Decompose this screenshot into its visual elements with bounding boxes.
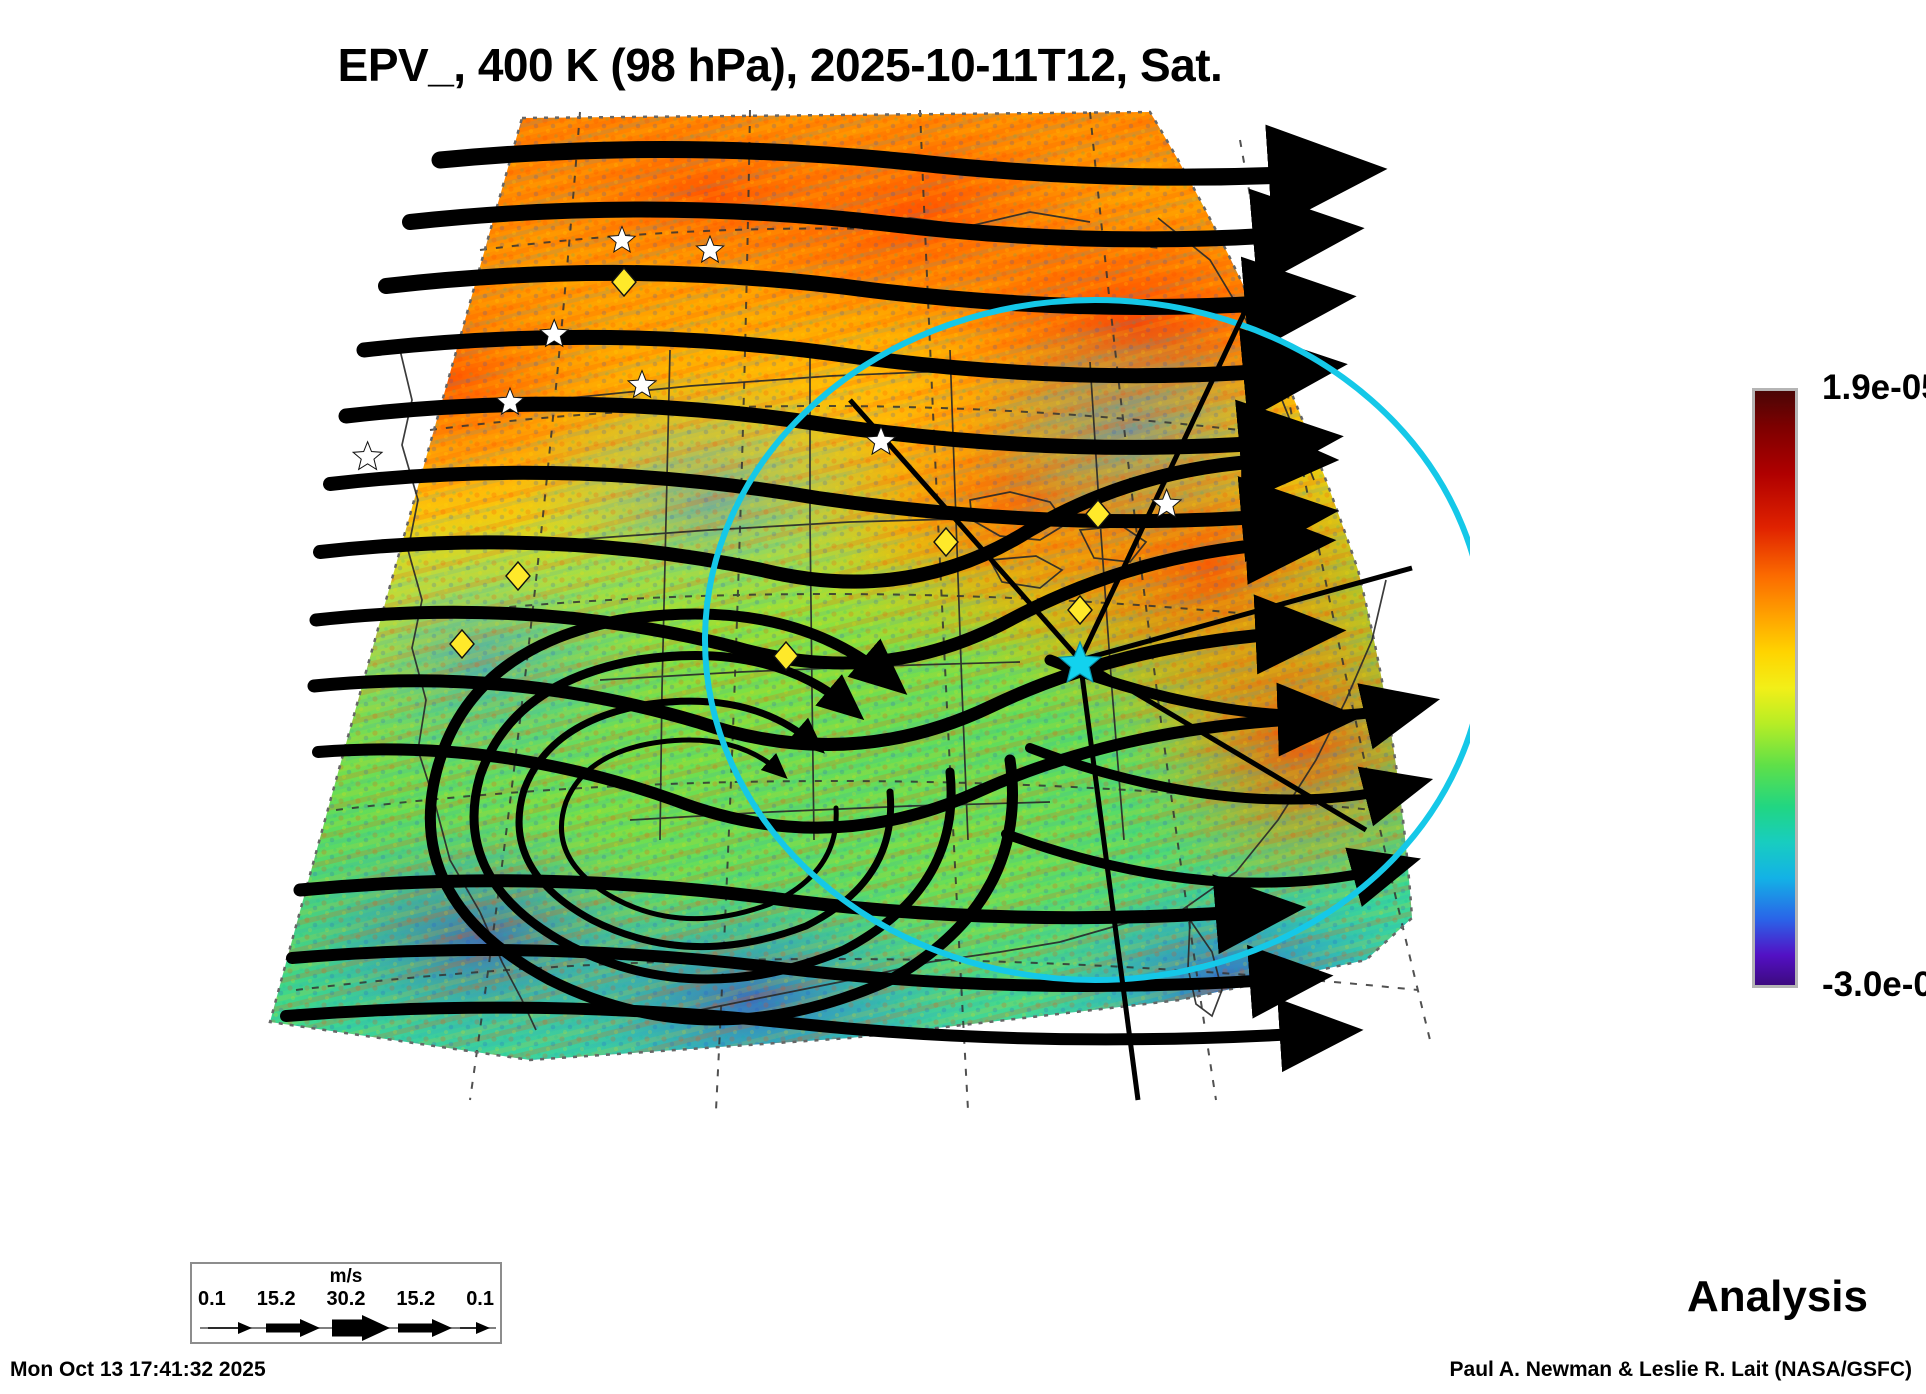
yellow-diamond-markers (449, 266, 1111, 672)
footer-timestamp: Mon Oct 13 17:41:32 2025 (10, 1358, 266, 1381)
wind-tick-3: 15.2 (396, 1288, 436, 1310)
epv-map-plot (268, 109, 1470, 1111)
map-domain-outline (268, 110, 1414, 1062)
page-title: EPV_, 400 K (98 hPa), 2025-10-11T12, Sat… (337, 39, 1223, 91)
colorbar-gradient (1752, 388, 1798, 988)
analysis-label: Analysis (1687, 1272, 1868, 1321)
wind-tick-4: 0.1 (466, 1288, 494, 1310)
wind-tick-1: 15.2 (256, 1288, 296, 1310)
colorbar-min-label: -3.0e-06 (1822, 965, 1926, 1004)
wind-speed-legend: m/s 0.1 15.2 30.2 15.2 0.1 (190, 1262, 502, 1344)
wind-legend-arrow-scale (200, 1315, 496, 1341)
footer-credit: Paul A. Newman & Leslie R. Lait (NASA/GS… (1449, 1358, 1912, 1381)
range-ring-circle (702, 297, 1470, 983)
wind-tick-0: 0.1 (198, 1288, 226, 1310)
cyan-star-center-marker (1057, 640, 1103, 684)
wind-legend-tick-labels: 0.1 15.2 30.2 15.2 0.1 (198, 1288, 494, 1311)
wind-tick-2: 30.2 (326, 1288, 366, 1310)
colorbar-max-label: 1.9e-05 (1822, 368, 1926, 407)
white-star-markers (351, 225, 1183, 519)
map-panel (150, 100, 1470, 1140)
colorbar (1752, 388, 1798, 988)
wind-legend-unit-label: m/s (329, 1266, 363, 1287)
